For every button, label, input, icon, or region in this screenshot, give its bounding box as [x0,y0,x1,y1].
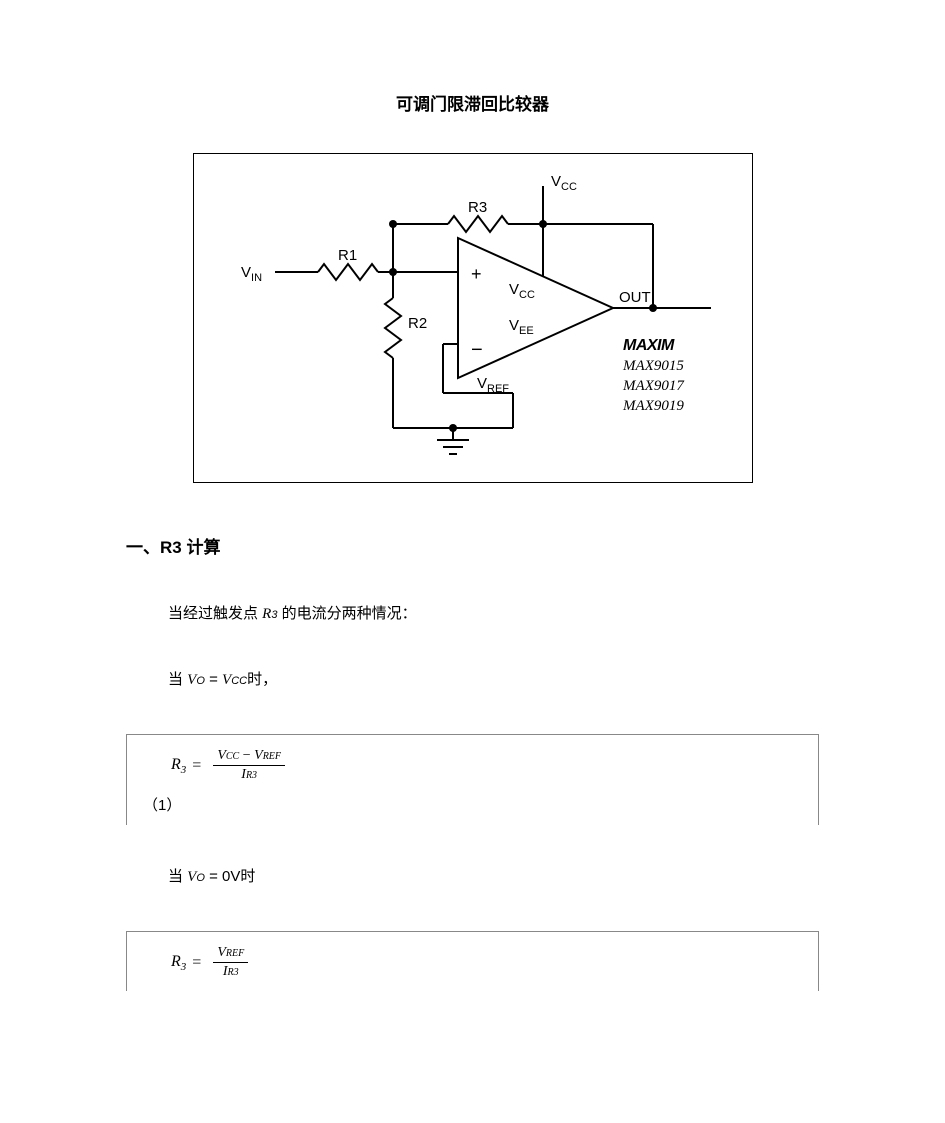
brand-label: MAXIM [623,337,675,354]
para2-v1-sub: O [196,675,205,687]
para2-v2: V [222,672,231,688]
heading-suffix: 计算 [182,538,221,557]
heading-term: R3 [160,538,182,557]
para2-v2-sub: CC [231,675,247,687]
para3-mid: = 0V时 [205,868,255,885]
para3-pre: 当 [168,868,187,885]
label-vin: VIN [241,264,262,284]
heading-prefix: 一、 [126,538,160,557]
part-1: MAX9017 [622,378,685,394]
paragraph-2: 当 VO = VCC时， [168,668,825,692]
para3-v1-sub: O [196,872,205,884]
plus-sign: + [471,264,482,284]
label-vcc-top: VCC [551,173,577,193]
label-out: OUT [619,289,651,306]
para2-pre: 当 [168,671,187,688]
f1-lhs: R3 [171,756,186,776]
para2-post: 时， [247,671,277,688]
para2-mid: = [205,671,222,688]
section-heading: 一、R3 计算 [126,533,825,558]
f2-fraction: VREF IR3 [213,944,248,981]
minus-sign: − [471,339,483,361]
part-0: MAX9015 [622,358,684,374]
para1-pre: 当经过触发点 [168,605,262,622]
formula-1: R3 = VCC − VREF IR3 [171,747,291,784]
para1-post: 的电流分两种情况： [277,605,416,622]
circuit-diagram: VIN R1 R2 R3 VCC VCC VEE + − VREF OUT MA… [213,168,733,468]
page-title: 可调门限滞回比较器 [120,90,825,115]
para2-v1: V [187,672,196,688]
label-r3: R3 [468,199,487,216]
part-2: MAX9019 [622,398,684,414]
label-r2: R2 [408,315,427,332]
eq1-label: （1） [143,794,798,815]
para1-var: R [262,606,271,622]
label-r1: R1 [338,247,357,264]
paragraph-3: 当 VO = 0V时 [168,865,825,889]
equals-sign: = [192,757,201,775]
paragraph-1: 当经过触发点 R3 的电流分两种情况： [168,602,825,626]
para3-v1: V [187,869,196,885]
formula-box-1: R3 = VCC − VREF IR3 （1） [126,734,819,825]
formula-box-2: R3 = VREF IR3 [126,931,819,991]
f1-fraction: VCC − VREF IR3 [213,747,285,784]
equals-sign-2: = [192,954,201,972]
f2-lhs: R3 [171,953,186,973]
circuit-diagram-frame: VIN R1 R2 R3 VCC VCC VEE + − VREF OUT MA… [193,153,753,483]
formula-2: R3 = VREF IR3 [171,944,254,981]
